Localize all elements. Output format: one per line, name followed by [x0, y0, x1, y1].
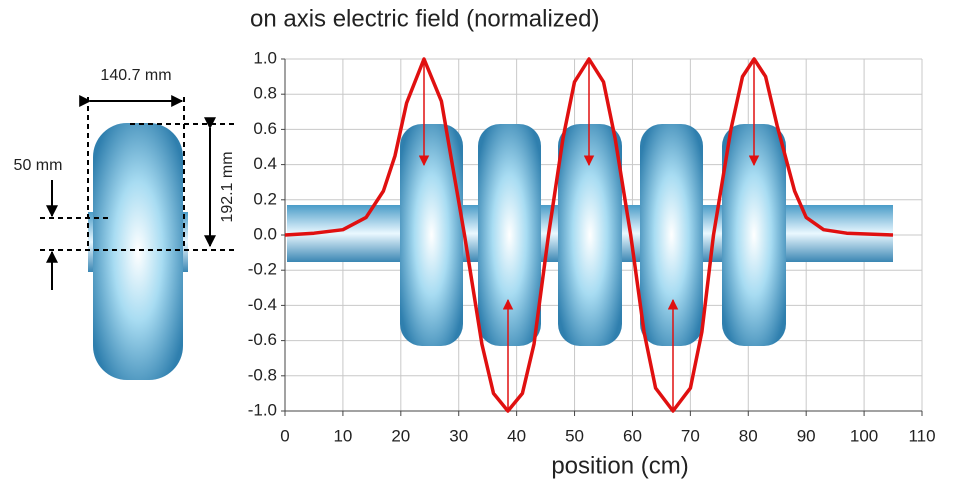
x-tick-label: 0	[280, 426, 289, 445]
series	[284, 57, 894, 413]
x-tick-label: 70	[681, 426, 700, 445]
y-tick-label: 1.0	[253, 48, 277, 67]
y-tick-label: -0.8	[248, 365, 277, 384]
x-tick-label: 20	[391, 426, 410, 445]
x-tick-label: 100	[850, 426, 878, 445]
x-tick-label: 10	[333, 426, 352, 445]
x-tick-label: 30	[449, 426, 468, 445]
y-tick-label: -0.6	[248, 330, 277, 349]
field-line	[284, 57, 894, 413]
side-view: 140.7 mm 50 mm 192.1 mm	[14, 67, 236, 380]
y-tick-label: 0.6	[253, 119, 277, 138]
y-tick-label: -0.4	[248, 295, 277, 314]
cavity-illustration	[287, 124, 893, 346]
x-tick-label: 40	[507, 426, 526, 445]
x-tick-label: 80	[739, 426, 758, 445]
x-tick-label: 90	[797, 426, 816, 445]
x-tick-label: 50	[565, 426, 584, 445]
y-tick-label: -0.2	[248, 260, 277, 279]
x-tick-label: 110	[908, 426, 935, 445]
width-label: 140.7 mm	[100, 67, 171, 84]
chart-title: on axis electric field (normalized)	[250, 5, 599, 32]
y-tick-label: 0.8	[253, 84, 277, 103]
x-axis-label: position (cm)	[551, 452, 688, 479]
y-tick-label: 0.4	[253, 154, 277, 173]
height-label: 192.1 mm	[219, 151, 236, 222]
y-tick-label: -1.0	[248, 400, 277, 419]
y-tick-label: 0.2	[253, 189, 277, 208]
field-arrows	[418, 62, 760, 408]
x-tick-label: 60	[623, 426, 642, 445]
y-tick-label: 0.0	[253, 224, 277, 243]
gap-label: 50 mm	[14, 157, 63, 174]
